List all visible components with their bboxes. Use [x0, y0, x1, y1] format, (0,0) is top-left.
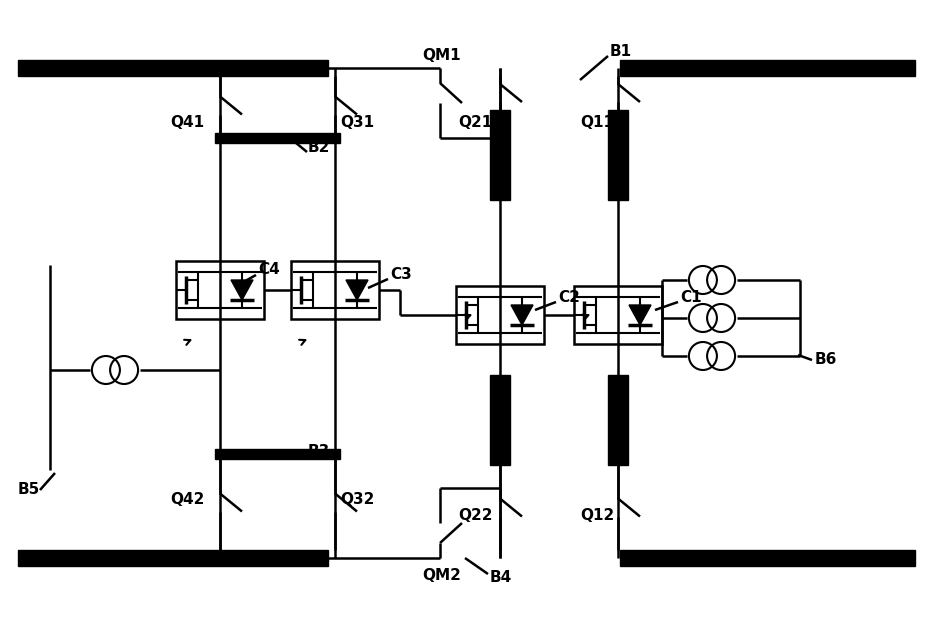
Text: Q12: Q12 — [579, 508, 614, 522]
Bar — [18, 550, 327, 566]
Text: C2: C2 — [557, 290, 579, 305]
Bar — [489, 375, 510, 465]
Bar — [215, 133, 339, 143]
Polygon shape — [511, 305, 532, 325]
Polygon shape — [231, 280, 253, 300]
Bar — [18, 60, 327, 76]
Text: C1: C1 — [679, 290, 701, 305]
Bar — [607, 375, 628, 465]
Text: B4: B4 — [489, 570, 512, 585]
Text: C4: C4 — [258, 262, 279, 277]
Text: B1: B1 — [609, 45, 631, 60]
Text: B5: B5 — [18, 483, 40, 498]
Bar — [607, 110, 628, 200]
Bar — [489, 110, 510, 200]
Bar — [619, 550, 914, 566]
Text: Q42: Q42 — [170, 493, 204, 508]
Text: Q31: Q31 — [339, 116, 374, 131]
Text: C3: C3 — [389, 267, 412, 282]
Text: Q11: Q11 — [579, 116, 614, 131]
Polygon shape — [346, 280, 368, 300]
Text: Q41: Q41 — [170, 116, 204, 131]
Text: B6: B6 — [814, 353, 836, 368]
Text: Q21: Q21 — [458, 116, 491, 131]
Bar — [455, 286, 543, 344]
Text: B2: B2 — [308, 141, 330, 156]
Bar — [291, 261, 378, 319]
Text: QM1: QM1 — [422, 49, 460, 63]
Bar — [176, 261, 263, 319]
Text: QM2: QM2 — [422, 569, 461, 583]
Text: Q22: Q22 — [458, 508, 492, 522]
Text: B3: B3 — [308, 445, 330, 460]
Bar — [619, 60, 914, 76]
Text: Q32: Q32 — [339, 493, 374, 508]
Bar — [215, 449, 339, 459]
Polygon shape — [629, 305, 651, 325]
Bar — [574, 286, 661, 344]
